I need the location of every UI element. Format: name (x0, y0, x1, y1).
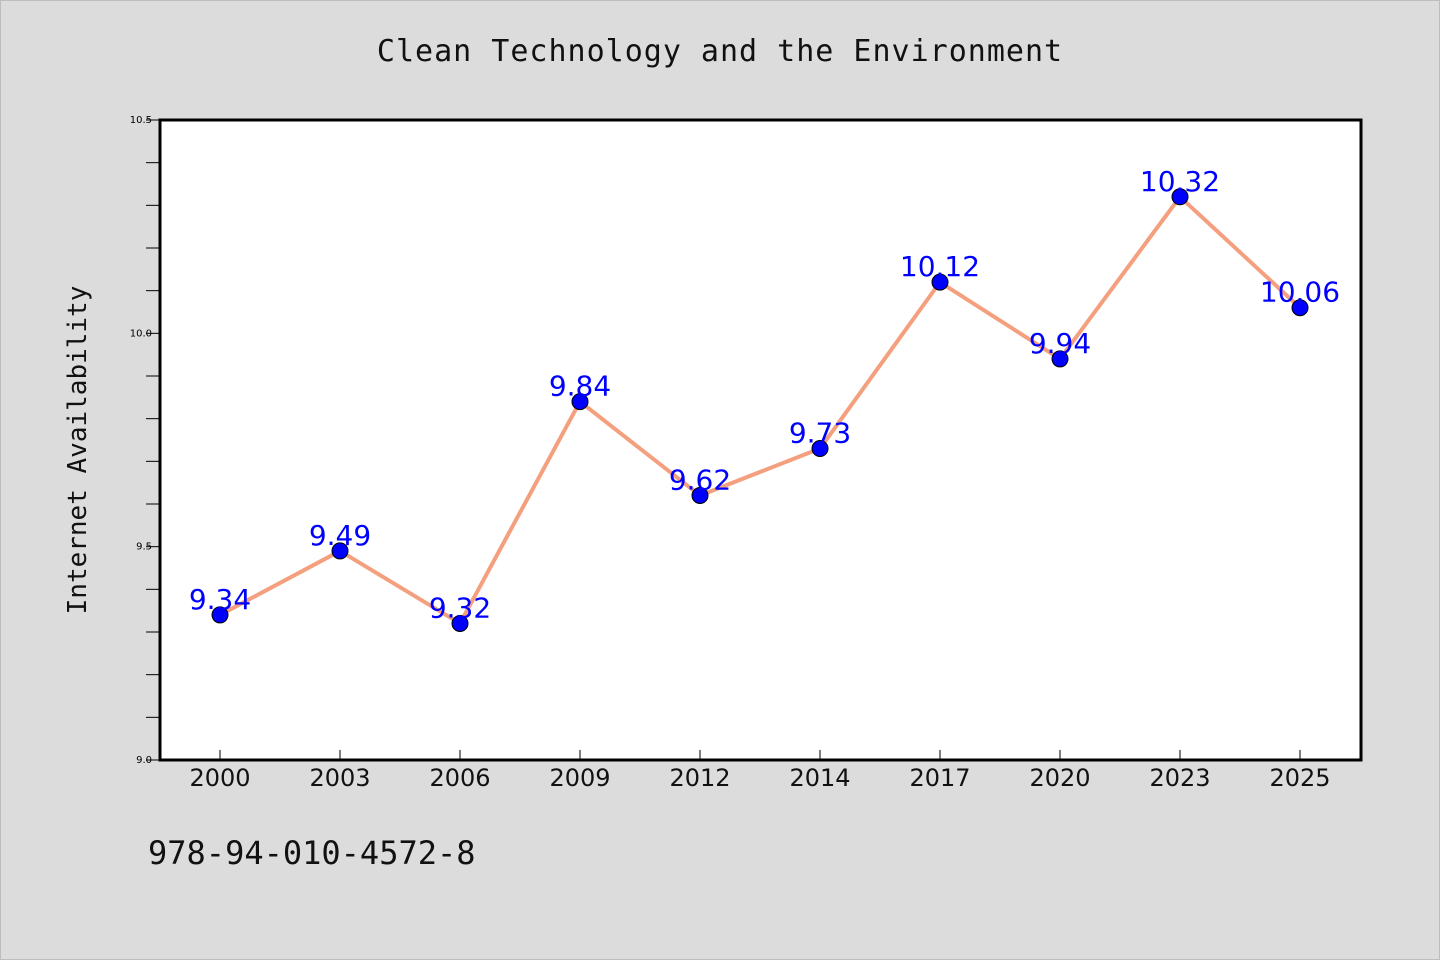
y-axis-label: Internet Availability (63, 286, 93, 615)
isbn-text: 978-94-010-4572-8 (148, 834, 476, 872)
data-point (571, 393, 589, 411)
y-tick-label: 10.0 (130, 328, 152, 339)
y-tick-label: 9.0 (136, 755, 152, 766)
series-line (219, 194, 1302, 626)
x-tick-label: 2009 (549, 764, 610, 792)
data-labels: 9.34 9.49 9.32 9.84 9.62 9.73 10.12 9.94 10.32 10… (189, 165, 1340, 625)
x-tick-label: 2023 (1149, 764, 1210, 792)
x-tick-label: 2017 (909, 764, 970, 792)
y-tick-label: 9.5 (136, 542, 152, 553)
y-axis-ticks: 9.0 9.5 10.0 10.5 (130, 115, 160, 766)
data-point (1051, 350, 1069, 368)
data-label: 10.06 (1260, 276, 1340, 309)
data-label: 9.32 (429, 591, 491, 624)
data-point (691, 486, 709, 504)
data-point (331, 542, 349, 560)
data-label: 9.49 (309, 519, 371, 552)
data-markers (211, 188, 1309, 632)
x-tick-label: 2000 (189, 764, 250, 792)
x-tick-label: 2020 (1029, 764, 1090, 792)
data-point (811, 440, 829, 458)
x-tick-label: 2003 (309, 764, 370, 792)
x-tick-label: 2025 (1269, 764, 1330, 792)
x-tick-label: 2006 (429, 764, 490, 792)
x-tick-label: 2012 (669, 764, 730, 792)
data-label: 9.73 (789, 417, 851, 450)
data-label: 10.32 (1140, 165, 1220, 198)
data-label: 9.94 (1029, 327, 1091, 360)
chart-title: Clean Technology and the Environment (376, 34, 1064, 69)
data-point (1171, 188, 1189, 206)
data-point (211, 606, 229, 624)
x-axis-ticks: 2000 2003 2006 2009 2012 2014 2017 2020 2023 2025 (189, 750, 1331, 792)
plot-area (158, 118, 1363, 762)
data-label: 9.84 (549, 370, 611, 403)
data-label: 9.62 (669, 463, 731, 496)
x-tick-label: 2014 (789, 764, 850, 792)
data-point (1291, 299, 1309, 317)
data-point (451, 614, 469, 632)
data-label: 10.12 (900, 250, 980, 283)
data-point (931, 273, 949, 291)
data-label: 9.34 (189, 583, 251, 616)
y-tick-label: 10.5 (130, 115, 152, 126)
